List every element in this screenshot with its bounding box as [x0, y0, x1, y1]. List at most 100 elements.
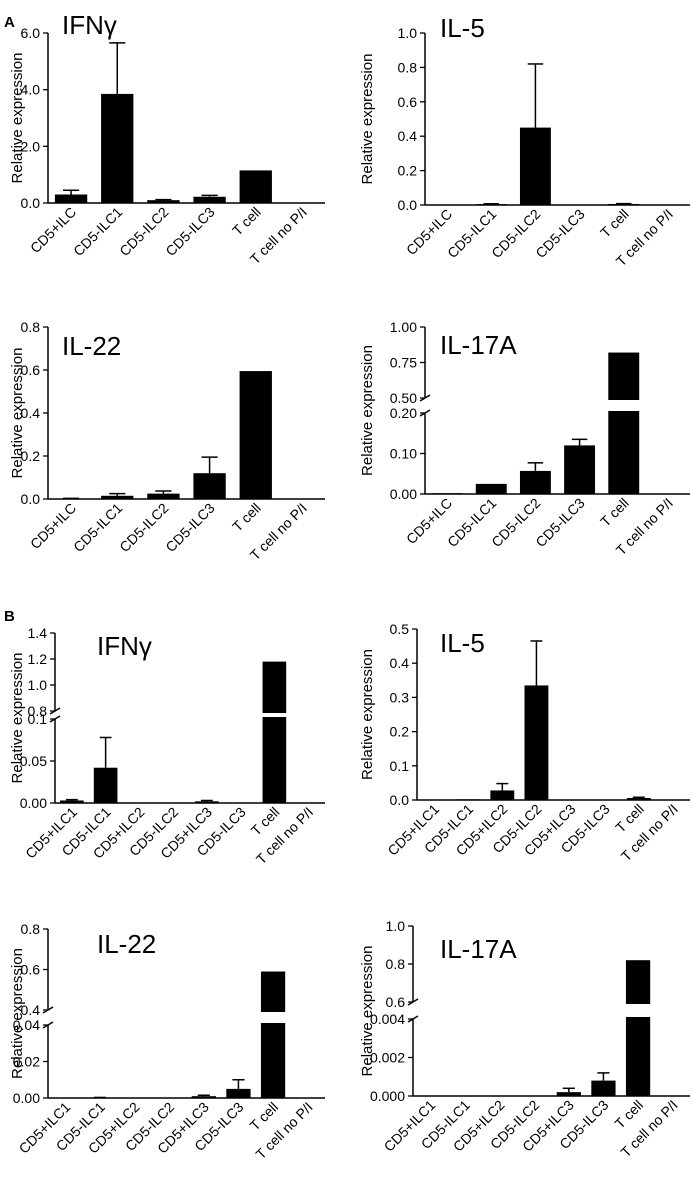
bar: [608, 352, 640, 494]
chart-title: IL-17A: [440, 934, 517, 964]
bar: [564, 445, 596, 494]
bar: [239, 371, 272, 499]
y-tick-label: 0.6: [21, 362, 41, 378]
y-tick-label: 0.50: [390, 390, 417, 406]
y-tick-label: 0.2: [21, 448, 41, 464]
y-tick-label: 1.4: [28, 625, 48, 641]
y-tick-label: 0.4: [390, 655, 410, 671]
y-tick-label: 1.0: [386, 918, 406, 934]
y-tick-label: 1.0: [398, 25, 418, 41]
bar-break-gap: [624, 1004, 652, 1017]
y-tick-label: 0.8: [21, 921, 41, 937]
bar: [239, 170, 272, 203]
bar: [519, 127, 551, 205]
x-tick-label: CD5-ILC1: [70, 204, 125, 259]
y-tick-label: 0.00: [390, 486, 417, 502]
chart-a-3: IL-17A Relative expression 0.00 0.10 0.200.5…: [359, 319, 690, 558]
y-axis-label: Relative expression: [9, 348, 26, 479]
y-tick-label: 0.0: [21, 195, 41, 211]
y-tick-label: 0.05: [20, 753, 47, 769]
y-tick-label: 0.02: [13, 1054, 40, 1070]
bar-break-gap: [607, 400, 641, 411]
bar: [54, 194, 88, 203]
y-tick-label: 0.002: [370, 1050, 405, 1066]
y-tick-label: 0.0: [390, 792, 410, 808]
bar: [101, 495, 134, 499]
chart-title: IFNγ: [62, 10, 117, 40]
y-tick-label: 0.1: [28, 711, 48, 727]
x-tick-label: CD5-ILC3: [532, 495, 587, 550]
y-tick-label: 0.8: [28, 703, 48, 719]
panel-letter-a: A: [4, 14, 15, 31]
chart-title: IL-17A: [440, 330, 517, 360]
x-tick-label: T cell: [597, 206, 632, 241]
bar-break-gap: [259, 1012, 287, 1023]
bar: [556, 1092, 581, 1096]
chart-title: IL-5: [440, 628, 485, 658]
bar: [608, 203, 640, 205]
bar: [260, 971, 286, 1098]
bar: [564, 204, 596, 205]
y-tick-label: 0.0: [21, 491, 41, 507]
y-tick-label: 0.004: [370, 1011, 405, 1027]
y-tick-label: 0.4: [21, 405, 41, 421]
chart-b-5: IL-5 Relative expression 0.0 0.1 0.2 0.3 0.4 0.…: [359, 621, 690, 864]
y-tick-label: 0.0: [398, 197, 418, 213]
x-tick-label: T cell: [597, 495, 632, 530]
bar: [524, 685, 549, 800]
chart-title: IL-22: [97, 929, 156, 959]
bar: [519, 470, 551, 494]
x-tick-label: T cell: [229, 204, 264, 239]
y-tick-label: 2.0: [21, 138, 41, 154]
y-tick-label: 0.4: [398, 128, 418, 144]
y-tick-label: 0.04: [13, 1017, 40, 1033]
y-axis-label: Relative expression: [9, 653, 26, 784]
chart-a-2: IL-22 Relative expression 0.0 0.2 0.4 0.6 0.8 C…: [9, 319, 325, 563]
x-tick-label: CD5-ILC2: [116, 204, 171, 259]
bar: [195, 801, 219, 803]
y-tick-label: 4.0: [21, 82, 41, 98]
chart-title: IL-22: [62, 331, 121, 361]
bar-break-gap: [261, 713, 288, 717]
y-tick-label: 0.8: [386, 956, 406, 972]
bar: [475, 204, 507, 205]
x-tick-label: CD5-ILC1: [70, 500, 125, 555]
y-axis-label: Relative expression: [9, 948, 26, 1079]
x-tick-label: CD5-ILC2: [116, 500, 171, 555]
y-tick-label: 0.3: [390, 689, 410, 705]
y-tick-label: 0.8: [398, 59, 418, 75]
bar: [147, 200, 180, 203]
bar: [191, 1096, 216, 1098]
bar: [262, 661, 287, 803]
bar: [625, 960, 651, 1096]
bar: [60, 800, 84, 803]
x-tick-label: CD5-ILC3: [162, 204, 217, 259]
y-tick-label: 0.6: [398, 94, 418, 110]
chart-title: IL-5: [440, 13, 485, 43]
chart-b-6: IL-22 Relative expression 0.00 0.02 0.040.4 0…: [9, 921, 325, 1162]
bar: [431, 493, 463, 494]
bar: [193, 196, 226, 203]
y-tick-label: 0.4: [21, 1002, 41, 1018]
y-tick-label: 0.8: [21, 319, 41, 335]
y-tick-label: 0.2: [390, 724, 410, 740]
chart-title: IFNγ: [97, 631, 152, 661]
bar: [490, 790, 515, 800]
bar: [226, 1088, 251, 1098]
x-tick-label: CD5-ILC3: [532, 206, 587, 261]
bar: [93, 767, 118, 803]
bar: [147, 493, 180, 499]
y-axis-label: Relative expression: [9, 53, 26, 184]
y-tick-label: 1.2: [28, 651, 48, 667]
x-tick-label: T cell: [229, 500, 264, 535]
bar: [193, 473, 226, 499]
y-tick-label: 0.6: [386, 994, 406, 1010]
bar: [475, 483, 507, 494]
bar: [626, 797, 651, 800]
y-tick-label: 0.5: [390, 621, 410, 637]
y-tick-label: 1.0: [28, 677, 48, 693]
x-tick-label: CD5-ILC3: [162, 500, 217, 555]
bar: [101, 93, 134, 203]
